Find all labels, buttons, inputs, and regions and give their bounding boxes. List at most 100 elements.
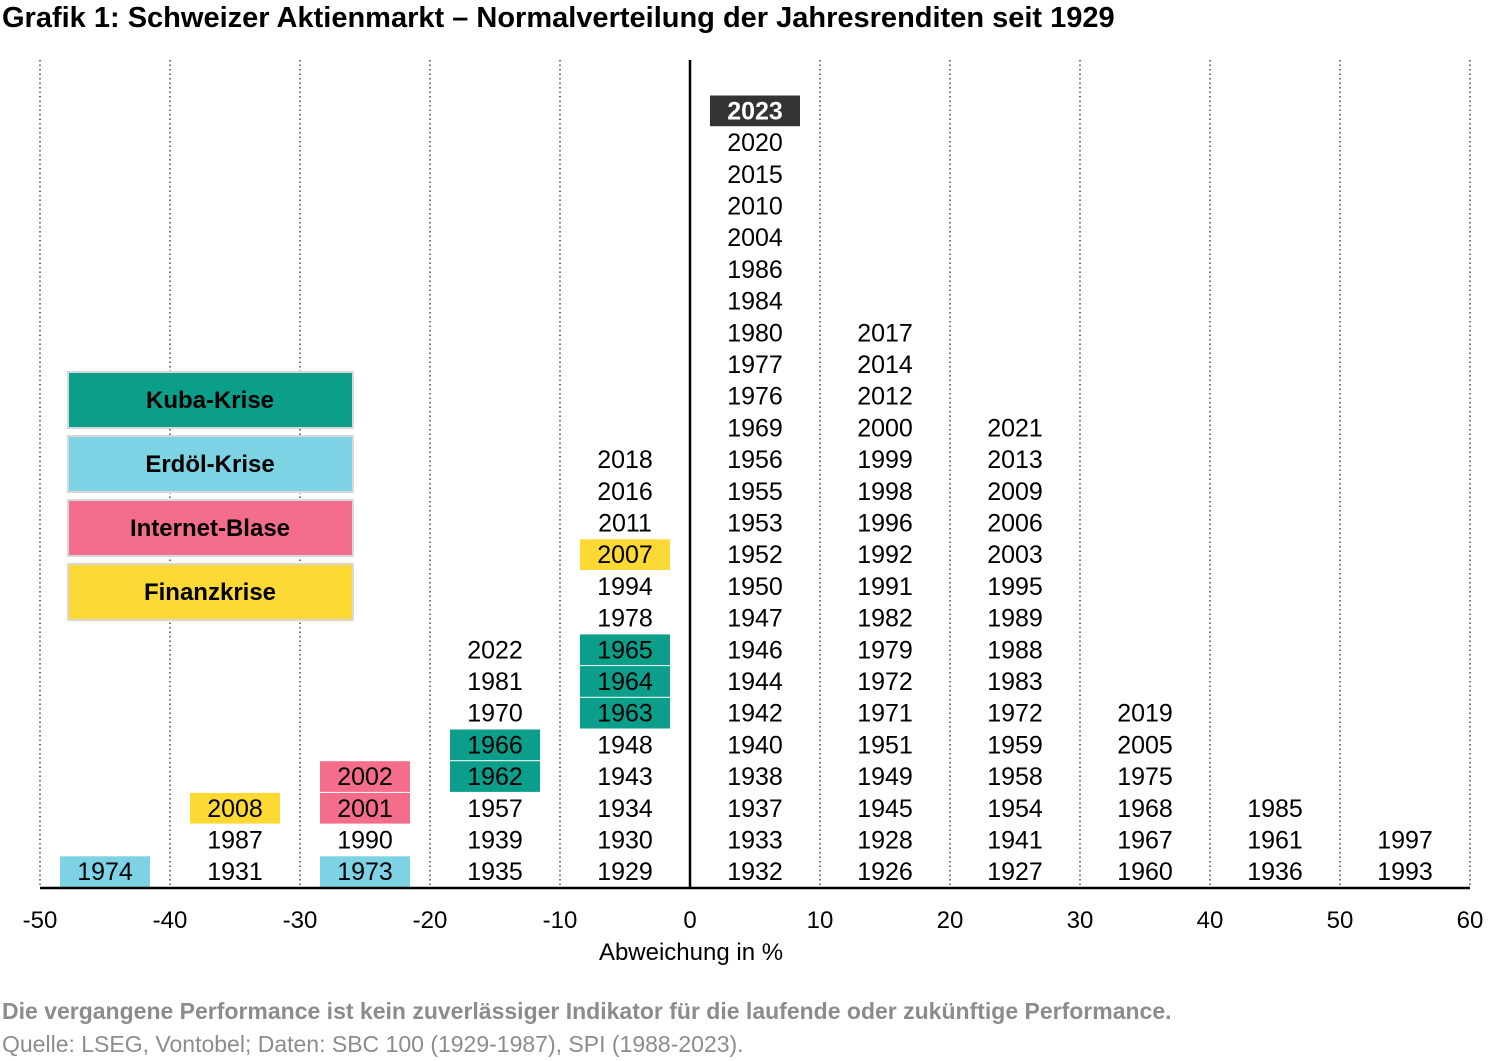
year-label: 1985 <box>1247 795 1303 823</box>
year-label: 1983 <box>987 668 1043 696</box>
year-label: 1930 <box>597 826 653 854</box>
legend-swatch <box>67 435 354 493</box>
x-tick-label: -50 <box>23 907 58 934</box>
year-label: 1938 <box>727 763 783 791</box>
highlight-box <box>320 856 410 887</box>
year-cell-1942: 1942 <box>727 700 783 728</box>
year-cell-2007: 2007 <box>580 539 670 570</box>
legend: Kuba-Krise Erdöl-Krise Internet-Blase Finan… <box>67 371 354 621</box>
legend-item-finanzkrise: Finanzkrise <box>67 563 354 621</box>
year-cell-2016: 2016 <box>597 478 653 506</box>
year-label: 1953 <box>727 509 783 537</box>
year-label: 1949 <box>857 763 913 791</box>
year-label: 1970 <box>467 700 523 728</box>
year-cell-1972: 1972 <box>857 668 913 696</box>
x-tick-label: -40 <box>153 907 188 934</box>
year-cell-1935: 1935 <box>467 858 523 886</box>
year-cell-1974: 1974 <box>60 856 150 887</box>
year-label: 2008 <box>207 795 263 823</box>
year-label: 1946 <box>727 636 783 664</box>
year-label: 1948 <box>597 731 653 759</box>
year-label: 2018 <box>597 446 653 474</box>
year-label: 1940 <box>727 731 783 759</box>
legend-swatch <box>67 371 354 429</box>
year-label: 1977 <box>727 351 783 379</box>
year-label: 1968 <box>1117 795 1173 823</box>
histogram-plot: 1974 1931 1987 2008 1973 1990 2001 2002 1935 1939… <box>23 60 1483 966</box>
year-cell-1963: 1963 <box>580 697 670 729</box>
year-label: 1975 <box>1117 763 1173 791</box>
highlight-box <box>320 761 410 792</box>
year-label: 2000 <box>857 414 913 442</box>
year-cell-2009: 2009 <box>987 478 1043 506</box>
highlight-box <box>710 95 800 127</box>
year-label: 1981 <box>467 668 523 696</box>
year-cell-1958: 1958 <box>987 763 1043 791</box>
year-cell-1969: 1969 <box>727 414 783 442</box>
year-label: 1999 <box>857 446 913 474</box>
highlight-box <box>580 634 670 666</box>
x-tick-label: 50 <box>1327 907 1354 934</box>
year-cell-1976: 1976 <box>727 383 783 411</box>
year-cell-1943: 1943 <box>597 763 653 791</box>
highlight-box <box>320 792 410 824</box>
year-cell-1993: 1993 <box>1377 858 1433 886</box>
year-label: 2003 <box>987 541 1043 569</box>
year-label: 1991 <box>857 573 913 601</box>
year-cell-1946: 1946 <box>727 636 783 664</box>
year-cell-1994: 1994 <box>597 573 653 601</box>
year-label: 1939 <box>467 826 523 854</box>
x-tick-label: 20 <box>937 907 964 934</box>
year-label: 2013 <box>987 446 1043 474</box>
year-label: 1996 <box>857 509 913 537</box>
year-label: 1997 <box>1377 826 1433 854</box>
year-label: 2009 <box>987 478 1043 506</box>
year-cell-1998: 1998 <box>857 478 913 506</box>
year-label: 1993 <box>1377 858 1433 886</box>
year-cell-2004: 2004 <box>727 224 783 252</box>
year-cell-1981: 1981 <box>467 668 523 696</box>
year-label: 1928 <box>857 826 913 854</box>
year-cell-2023: 2023 <box>710 95 800 127</box>
year-cell-1991: 1991 <box>857 573 913 601</box>
year-label: 1955 <box>727 478 783 506</box>
year-cell-1971: 1971 <box>857 700 913 728</box>
year-label: 1967 <box>1117 826 1173 854</box>
year-cell-1926: 1926 <box>857 858 913 886</box>
year-label: 1951 <box>857 731 913 759</box>
year-cell-2018: 2018 <box>597 446 653 474</box>
year-cell-2022: 2022 <box>467 636 523 664</box>
year-label: 2016 <box>597 478 653 506</box>
year-label: 2007 <box>597 541 653 569</box>
year-cell-1982: 1982 <box>857 605 913 633</box>
year-cell-2008: 2008 <box>190 792 280 824</box>
year-cell-1933: 1933 <box>727 826 783 854</box>
year-cell-1931: 1931 <box>207 858 263 886</box>
year-cell-1936: 1936 <box>1247 858 1303 886</box>
year-cell-1966: 1966 <box>450 729 540 761</box>
highlight-box <box>580 666 670 697</box>
year-label: 1969 <box>727 414 783 442</box>
year-cell-2015: 2015 <box>727 161 783 189</box>
year-cell-2002: 2002 <box>320 761 410 792</box>
year-label: 1934 <box>597 795 653 823</box>
legend-swatch <box>67 499 354 557</box>
year-label: 2004 <box>727 224 783 252</box>
year-cell-1928: 1928 <box>857 826 913 854</box>
year-cell-2012: 2012 <box>857 383 913 411</box>
year-label: 1987 <box>207 826 263 854</box>
year-label: 1961 <box>1247 826 1303 854</box>
year-label: 1935 <box>467 858 523 886</box>
year-cell-1987: 1987 <box>207 826 263 854</box>
highlight-box <box>580 697 670 729</box>
year-cell-1938: 1938 <box>727 763 783 791</box>
year-label: 1960 <box>1117 858 1173 886</box>
year-cell-2021: 2021 <box>987 414 1043 442</box>
x-tick-label: 40 <box>1197 907 1224 934</box>
year-cell-1945: 1945 <box>857 795 913 823</box>
year-cell-1957: 1957 <box>467 795 523 823</box>
x-tick-label: -30 <box>283 907 318 934</box>
year-cell-1952: 1952 <box>727 541 783 569</box>
year-cell-2003: 2003 <box>987 541 1043 569</box>
year-cell-1988: 1988 <box>987 636 1043 664</box>
